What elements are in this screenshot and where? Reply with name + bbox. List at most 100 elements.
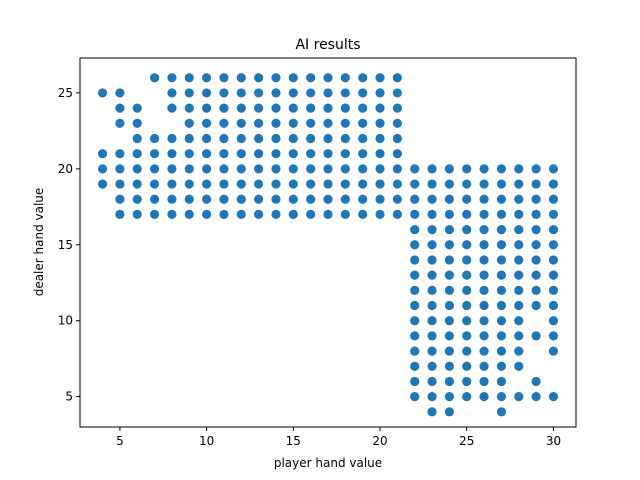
scatter-point [548,255,559,265]
scatter-point [202,118,212,128]
scatter-point [462,255,472,265]
scatter-point [358,164,368,174]
scatter-point [514,240,524,250]
scatter-point [444,224,454,235]
scatter-point [288,164,298,174]
scatter-point [479,346,489,356]
scatter-point [97,179,108,189]
scatter-point [531,285,541,295]
scatter-point [254,133,264,144]
scatter-point [288,118,298,128]
scatter-point [202,164,212,174]
data-points [97,73,559,417]
scatter-point [496,361,507,371]
scatter-point [167,88,177,98]
scatter-point [514,300,524,311]
scatter-point [132,118,142,128]
scatter-point [514,164,524,174]
plot-area-frame [79,57,577,428]
scatter-point [271,164,281,174]
scatter-point [167,133,177,144]
scatter-point [254,209,264,220]
scatter-point [167,164,177,174]
scatter-point [132,133,142,144]
scatter-point [202,194,212,204]
scatter-point [219,179,229,189]
scatter-point [531,240,541,250]
scatter-point [427,316,437,326]
scatter-point [271,209,281,220]
scatter-point [462,300,472,311]
scatter-point [444,255,454,265]
scatter-point [427,407,437,417]
scatter-point [375,133,385,144]
scatter-point [132,164,142,174]
scatter-point [358,209,368,220]
scatter-point [410,164,420,174]
scatter-point [462,224,472,235]
scatter-point [358,133,368,144]
scatter-point [531,392,541,402]
scatter-point [392,179,402,189]
scatter-point [184,118,194,128]
scatter-point [184,88,194,98]
scatter-point [115,88,125,98]
scatter-point [115,118,125,128]
scatter-point [410,209,420,220]
x-tick-label: 25 [459,434,474,448]
scatter-point [444,285,454,295]
scatter-point [97,149,108,159]
scatter-point [323,209,333,220]
scatter-point [323,118,333,128]
scatter-point [184,103,194,113]
scatter-point [479,316,489,326]
scatter-point [427,300,437,311]
y-axis-label: dealer hand value [32,188,46,297]
scatter-point [236,88,246,98]
scatter-point [132,209,142,220]
scatter-point [340,194,350,204]
scatter-point [340,103,350,113]
scatter-point [410,270,420,280]
scatter-point [514,194,524,204]
scatter-point [340,209,350,220]
scatter-point [271,88,281,98]
scatter-point [531,300,541,311]
scatter-point [323,149,333,159]
scatter-point [375,164,385,174]
scatter-point [410,224,420,235]
scatter-point [202,179,212,189]
scatter-point [115,164,125,174]
scatter-point [288,209,298,220]
y-axis-ticks: 5 10 15 20 25 [58,86,80,404]
scatter-point [514,346,524,356]
scatter-point [271,133,281,144]
scatter-point [184,133,194,144]
scatter-point [479,179,489,189]
scatter-point [236,73,246,83]
scatter-point [288,179,298,189]
scatter-point [254,179,264,189]
scatter-point [462,179,472,189]
scatter-point [132,149,142,159]
scatter-point [236,179,246,189]
scatter-point [254,118,264,128]
scatter-point [479,255,489,265]
scatter-point [375,209,385,220]
scatter-point [496,316,507,326]
scatter-point [323,88,333,98]
scatter-point [444,270,454,280]
scatter-point [323,133,333,144]
scatter-point [97,88,108,98]
scatter-point [288,194,298,204]
scatter-point [271,179,281,189]
scatter-point [288,133,298,144]
scatter-point [427,194,437,204]
scatter-point [271,194,281,204]
scatter-point [444,316,454,326]
scatter-point [462,361,472,371]
scatter-point [236,209,246,220]
scatter-point [410,376,420,387]
scatter-point [462,331,472,341]
